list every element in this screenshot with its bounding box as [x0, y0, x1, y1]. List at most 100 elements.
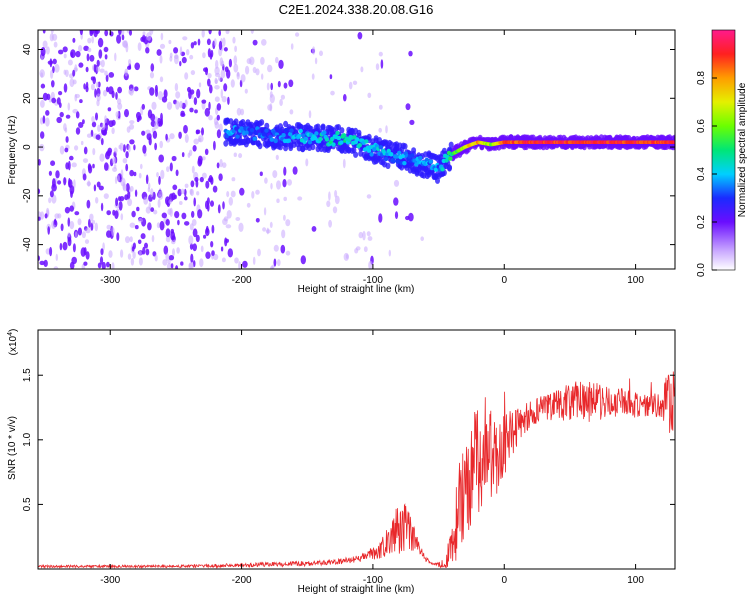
spectrogram-noise-dot: [159, 140, 163, 149]
spectrogram-noise-dot: [203, 67, 208, 72]
spectrogram-noise-dot: [154, 142, 158, 151]
spectrogram-noise-dot: [328, 191, 331, 201]
spectrogram-noise-dot: [129, 30, 132, 36]
spectrogram-noise-dot: [93, 184, 97, 192]
spectrogram-noise-dot: [238, 261, 241, 269]
spectrogram-noise-dot: [129, 139, 135, 145]
spectrogram-noise-dot: [231, 177, 236, 182]
spectrogram-noise-dot: [180, 112, 186, 117]
spectrogram-noise-dot: [190, 42, 195, 49]
spectrogram-ridge-point: [281, 133, 286, 138]
snr-x-tick-label: -200: [232, 575, 252, 586]
spectrogram-noise-dot: [255, 218, 260, 223]
spectrogram-noise-dot: [145, 248, 150, 256]
spectrogram-noise-dot: [125, 151, 129, 159]
spectrogram-noise-dot: [177, 219, 180, 226]
spectrogram-noise-dot: [166, 101, 173, 110]
spectrogram-noise-dot: [314, 57, 318, 65]
spectrogram-noise-dot: [270, 182, 273, 190]
spectrogram-noise-dot: [388, 249, 391, 257]
spectrogram-noise-dot: [197, 38, 201, 46]
spectrogram-noise-dot: [52, 58, 57, 65]
spectrogram-noise-dot: [393, 197, 399, 206]
spectrogram-noise-dot: [89, 213, 94, 221]
spectrogram-noise-dot: [197, 209, 203, 219]
spectrogram-noise-dot: [213, 38, 217, 47]
spectrogram-ridge-point: [307, 140, 313, 145]
snr-y-tick-label: 1.0: [22, 432, 33, 446]
spectrogram-ridge-point: [288, 131, 293, 137]
spectrogram-noise-dot: [159, 220, 165, 231]
spectrogram-noise-dot: [213, 140, 216, 151]
spectrogram-noise-dot: [328, 219, 332, 228]
spectrogram-noise-dot: [58, 91, 63, 96]
spectrogram-noise-dot: [319, 50, 323, 57]
spectrogram-noise-dot: [226, 210, 232, 219]
spectrogram-ridge-point: [284, 127, 289, 133]
spectrogram-noise-dot: [71, 162, 77, 168]
spectrogram-noise-dot: [165, 253, 170, 261]
spectrogram-noise-dot: [106, 230, 112, 238]
spectrogram-noise-dot: [375, 63, 380, 71]
spectrogram-noise-dot: [127, 198, 133, 207]
spectrogram-noise-dot: [368, 260, 373, 269]
spectrogram-noise-dot: [104, 54, 108, 60]
spectrogram-ridge-band: [672, 143, 675, 150]
spectrogram-noise-dot: [160, 169, 165, 180]
spectrogram-ridge-point: [378, 145, 383, 150]
spectrogram-noise-dot: [53, 266, 59, 269]
spectrogram-noise-dot: [153, 209, 158, 215]
spectrogram-noise-dot: [98, 185, 104, 191]
spectrogram-noise-dot: [45, 46, 50, 55]
spectrogram-noise-dot: [190, 188, 194, 196]
spectrogram-noise-dot: [225, 224, 232, 229]
spectrogram-noise-dot: [177, 188, 182, 197]
colorbar-gradient: [711, 29, 736, 271]
spectrogram-noise-dot: [219, 159, 223, 168]
spectrogram-noise-dot: [104, 115, 107, 124]
spectrogram-noise-dot: [67, 160, 71, 171]
spectrogram-noise-dot: [223, 47, 228, 52]
spectrogram-noise-dot: [125, 163, 129, 172]
spectrogram-noise-dot: [230, 79, 235, 88]
spectrogram-noise-dot: [363, 246, 368, 253]
spectrogram-ridge-point: [249, 128, 255, 133]
snr-x-tick-label: 0: [501, 575, 507, 586]
spectrogram-noise-dot: [236, 107, 242, 116]
spectrogram-noise-dot: [114, 52, 117, 62]
spectrogram-noise-dot: [90, 83, 95, 91]
spectrogram-noise-dot: [150, 188, 154, 198]
spectrogram-noise-dot: [188, 235, 194, 245]
spectrogram-noise-dot: [201, 99, 207, 104]
spectrogram-noise-dot: [156, 222, 161, 229]
spectrogram-ridge-point: [355, 137, 360, 142]
spectrogram-noise-dot: [91, 116, 95, 123]
spectrogram-noise-dot: [64, 147, 69, 153]
spectrogram-x-label: Height of straight line (km): [298, 284, 415, 295]
colorbar-tick-label: 0.8: [696, 71, 707, 85]
spectrogram-noise-dot: [355, 246, 361, 251]
spectrogram-noise-dot: [207, 203, 210, 212]
spectrogram-noise-dot: [42, 115, 46, 124]
spectrogram-noise-dot: [169, 162, 173, 172]
spectrogram-noise-dot: [158, 175, 161, 185]
spectrogram-noise-dot: [77, 218, 82, 226]
spectrogram-noise-dot: [129, 222, 136, 228]
spectrogram-noise-dot: [95, 134, 101, 140]
spectrogram-noise-dot: [83, 146, 88, 155]
spectrogram-noise-dot: [198, 137, 202, 142]
spectrogram-noise-dot: [127, 65, 132, 70]
spectrogram-noise-dot: [104, 30, 109, 37]
spectrogram-noise-dot: [165, 133, 168, 141]
spectrogram-noise-dot: [42, 92, 49, 101]
spectrogram-noise-dot: [188, 261, 194, 269]
spectrogram-ridge-point: [269, 137, 274, 142]
spectrogram-noise-dot: [168, 255, 175, 261]
spectrogram-noise-dot: [218, 40, 223, 51]
spectrogram-noise-dot: [122, 144, 126, 153]
spectrogram-noise-dot: [367, 236, 373, 241]
spectrogram-y-label: Frequency (Hz): [7, 116, 18, 185]
spectrogram-noise-dot: [199, 176, 204, 183]
spectrogram-noise-dot: [115, 111, 120, 118]
spectrogram-noise-dot: [154, 121, 159, 129]
